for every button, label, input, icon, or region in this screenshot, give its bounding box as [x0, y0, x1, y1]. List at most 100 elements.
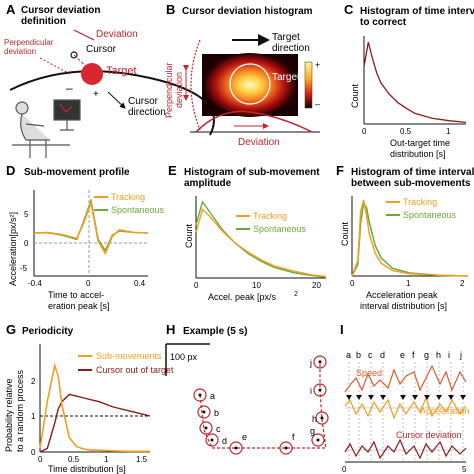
- d-ytick-0: 0: [24, 239, 29, 248]
- minus-sign: –: [66, 81, 73, 95]
- deviation-label: Deviation: [96, 29, 138, 40]
- i-event-letter: i: [448, 350, 450, 360]
- heatmap-center-plus: +: [247, 80, 252, 89]
- example-target-letter: g: [310, 426, 315, 436]
- b-ylabel-2: deviation: [174, 72, 184, 108]
- perp-label-1: Perpendicular: [4, 38, 54, 47]
- colorbar-minus: –: [315, 99, 320, 109]
- i-event-letter: f: [412, 350, 415, 360]
- i-event-letter: j: [459, 350, 462, 360]
- i-peak-triangle: [412, 395, 418, 400]
- colorbar-plus: +: [315, 60, 320, 70]
- example-target-circle: [193, 388, 207, 402]
- panel-g-label: G: [6, 322, 16, 337]
- d-xtick-2: 0.4: [134, 279, 146, 288]
- example-target-circle: [315, 411, 329, 425]
- e-xtick-1: 10: [252, 281, 261, 290]
- d-legend-spontaneous: Spontaneous: [111, 205, 165, 215]
- panel-h-title: Example (5 s): [183, 326, 247, 337]
- heatmap: [204, 53, 296, 117]
- deviation-bracket: [73, 29, 95, 41]
- cursor-label: Cursor: [86, 44, 117, 55]
- d-xlabel-1: Time to accel-: [48, 290, 104, 300]
- i-cursor-deviation-label: Cursor deviation: [396, 430, 462, 440]
- i-peak-triangle: [436, 395, 442, 400]
- g-submovements-line: [39, 362, 150, 453]
- panel-c-label: C: [344, 2, 354, 17]
- g-ytick-2: 2: [31, 377, 36, 386]
- i-event-letter: b: [356, 350, 361, 360]
- i-peak-triangle: [400, 395, 406, 400]
- i-event-letter: e: [400, 350, 405, 360]
- panel-b-label: B: [166, 2, 175, 17]
- g-xtick-1: 0.5: [68, 455, 80, 464]
- e-ylabel: Count: [184, 223, 194, 248]
- g-legend-sub: Sub-movements: [96, 351, 162, 361]
- d-legend-tracking: Tracking: [111, 192, 145, 202]
- panel-f: F Histogram of time interval between sub…: [336, 163, 474, 311]
- panel-b: B Cursor deviation histogram Target dire…: [164, 2, 320, 148]
- d-xtick-0: -0.4: [28, 279, 42, 288]
- i-xtick-0: 0: [342, 465, 347, 474]
- d-xtick-1: 0: [86, 279, 91, 288]
- f-xlabel-1: Acceleration peak: [366, 290, 438, 300]
- b-ylabel-1: Perpendicular: [164, 62, 174, 118]
- example-cursor-dot: [320, 416, 324, 420]
- example-cursor-dot: [202, 410, 206, 414]
- f-xlabel-2: interval distribution [s]: [360, 301, 447, 311]
- g-xtick-0: 0: [38, 455, 43, 464]
- example-cursor-dot: [204, 426, 208, 430]
- f-xtick-1: 1: [406, 279, 411, 288]
- i-peak-triangle: [346, 395, 352, 400]
- cursor-marker: [70, 51, 78, 59]
- example-target-letter: j: [309, 358, 312, 368]
- i-peak-triangle: [424, 395, 430, 400]
- d-ytick-5: 5: [24, 210, 29, 219]
- example-target-circle: [311, 433, 325, 447]
- example-target-circle: [199, 421, 213, 435]
- example-target-letter: c: [216, 424, 221, 434]
- i-peak-triangle: [368, 395, 374, 400]
- i-acceleration-trace: [344, 396, 467, 420]
- c-xtick-2: 1: [446, 127, 451, 136]
- panel-e-label: E: [168, 163, 177, 178]
- f-legend-tracking: Tracking: [403, 197, 437, 207]
- example-cursor-dot: [234, 446, 238, 450]
- perp-dash: [39, 57, 71, 75]
- d-ylabel: Acceleration[px/s²]: [8, 212, 18, 286]
- c-xlabel-2: distribution [s]: [390, 149, 446, 159]
- panel-c-title-2: to correct: [360, 17, 407, 28]
- e-xlabel-exp: 2: [294, 291, 298, 298]
- b-xlabel: Deviation: [238, 137, 280, 148]
- example-cursor-dot: [210, 438, 214, 442]
- e-tracking-line: [195, 208, 327, 278]
- panel-f-title-2: between sub-movements: [351, 178, 471, 189]
- example-cursor-dot: [318, 360, 322, 364]
- i-peak-triangle: [460, 395, 466, 400]
- deviation-distribution: [195, 110, 313, 133]
- cursor-direction-1: Cursor: [128, 96, 159, 107]
- g-ytick-0: 0: [31, 448, 36, 457]
- c-xtick-1: 0.5: [400, 127, 412, 136]
- i-event-letter: g: [424, 350, 429, 360]
- g-xtick-3: 1.5: [136, 455, 148, 464]
- g-cursor-out-line: [39, 393, 151, 453]
- i-peak-triangle: [380, 395, 386, 400]
- d-ytick-m5: -5: [20, 264, 28, 273]
- panel-d: D Sub-movement profile 5 0 -5 -0.4 0 0.4…: [6, 163, 165, 311]
- example-target-circle: [197, 405, 211, 419]
- example-cursor-dot: [316, 438, 320, 442]
- f-tracking-line: [351, 199, 469, 277]
- c-xtick-0: 0: [362, 127, 367, 136]
- e-legend-spontaneous: Spontaneous: [253, 224, 307, 234]
- target-label: Target: [106, 65, 137, 77]
- e-xlabel: Accel. peak [px/s: [208, 292, 277, 302]
- i-speed-trace: [344, 364, 467, 393]
- panel-f-label: F: [336, 163, 344, 178]
- panel-e: E Histogram of sub-movement amplitude Co…: [168, 163, 327, 302]
- heatmap-target-label: Target: [272, 72, 300, 83]
